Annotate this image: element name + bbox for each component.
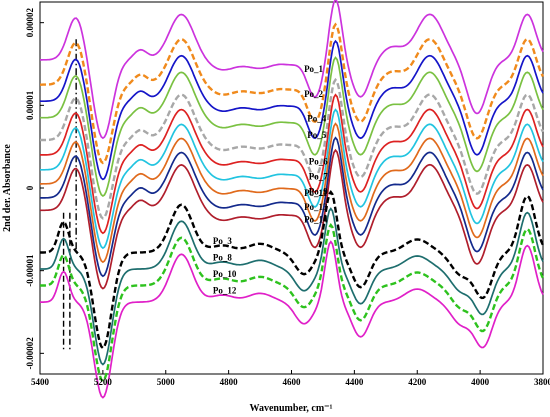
y-tick-label: -0.00001 <box>25 254 35 287</box>
series-line-po-11 <box>40 122 544 264</box>
series-label: Po_12 <box>213 285 237 295</box>
series-label: Po_10 <box>213 269 237 279</box>
series-line-po-8 <box>40 207 544 366</box>
x-tick-label: 4000 <box>471 377 490 387</box>
series-line-po-6 <box>40 77 545 220</box>
x-tick-label: 4600 <box>283 377 302 387</box>
series-label: Po_4 <box>307 113 326 123</box>
series-line-po-3 <box>40 190 545 350</box>
series-line-po-13 <box>40 136 544 278</box>
series-label: Po_13 <box>304 202 328 212</box>
x-axis-ticks: 5400 5200 5000 4800 4600 4400 4200 4000 3800 <box>31 370 550 387</box>
series-label: Po_8 <box>213 252 232 262</box>
y-tick-label: -0.00002 <box>25 337 35 370</box>
series-line-po-7 <box>40 93 544 235</box>
x-axis-title: Wavenumber, cm⁻¹ <box>250 403 333 414</box>
y-axis-ticks: -0.00002 -0.00001 0 0.00001 0.00002 <box>25 8 44 370</box>
series-label: Po_5 <box>307 130 326 140</box>
series-lines <box>40 0 545 399</box>
series-line-po-12 <box>40 240 544 399</box>
series-line-po-1 <box>40 0 544 140</box>
x-tick-label: 4400 <box>345 377 364 387</box>
series-labels: Po_1 Po_2 Po_4 Po_5 Po_6 Po_7 Po_9Po_11 Po_13 Po… <box>213 64 328 295</box>
series-line-po-14 <box>40 148 544 290</box>
x-tick-label: 5400 <box>31 377 50 387</box>
x-tick-label: 5000 <box>157 377 176 387</box>
series-label: Po_7 <box>309 171 328 181</box>
y-tick-label: 0 <box>25 185 35 190</box>
series-label: Po_2 <box>304 89 323 99</box>
series-label: Po_3 <box>213 236 232 246</box>
x-tick-label: 4800 <box>220 377 239 387</box>
series-label: Po_11 <box>304 188 328 198</box>
series-line-po-5 <box>40 56 544 198</box>
y-tick-label: 0.00002 <box>25 8 35 38</box>
series-line-po-9 <box>40 108 544 250</box>
series-line-po-4 <box>40 39 544 181</box>
x-tick-label: 5200 <box>94 377 113 387</box>
y-axis-title: 2nd der. Absorbance <box>2 144 13 232</box>
series-line-po-10 <box>40 223 545 383</box>
series-label: Po_9 <box>309 186 328 196</box>
x-tick-label: 4200 <box>408 377 427 387</box>
series-label: Po_6 <box>309 157 328 167</box>
series-label: Po_14 <box>304 215 328 225</box>
y-tick-label: 0.00001 <box>25 90 35 120</box>
series-label: Po_1 <box>304 64 323 74</box>
x-tick-label: 3800 <box>534 377 550 387</box>
series-line-po-2 <box>40 22 545 165</box>
